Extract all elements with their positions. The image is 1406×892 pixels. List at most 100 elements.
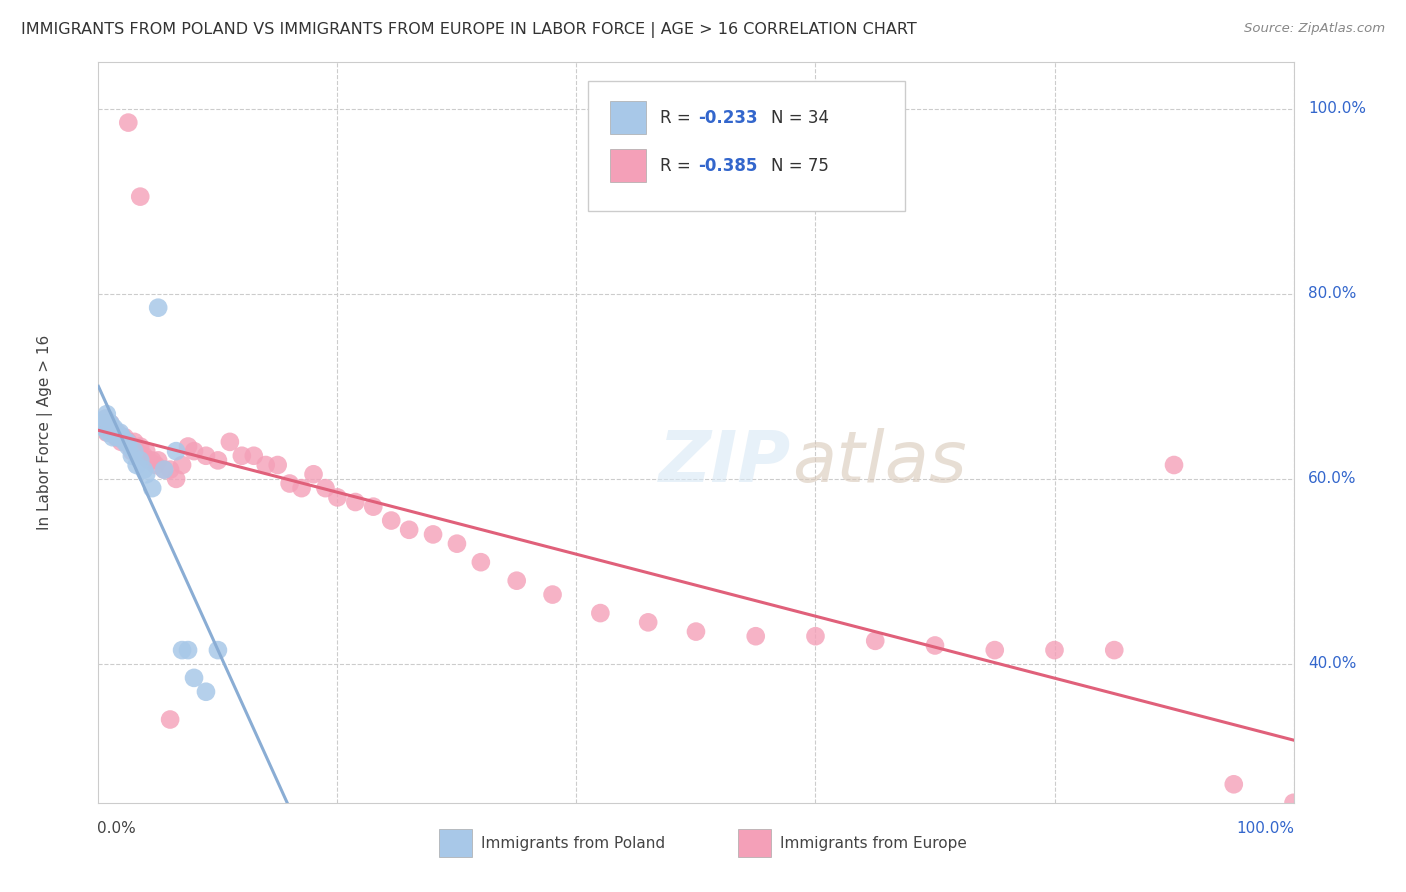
Point: [422, 527, 444, 541]
Text: 40.0%: 40.0%: [1308, 657, 1357, 672]
Text: IMMIGRANTS FROM POLAND VS IMMIGRANTS FROM EUROPE IN LABOR FORCE | AGE > 16 CORRE: IMMIGRANTS FROM POLAND VS IMMIGRANTS FRO…: [21, 22, 917, 38]
Point: [93, 417, 115, 431]
Point: [302, 467, 325, 482]
Text: atlas: atlas: [792, 428, 966, 497]
Point: [111, 430, 134, 444]
Point: [98, 421, 121, 435]
Point: [207, 643, 229, 657]
Point: [1223, 777, 1246, 791]
Point: [98, 417, 122, 431]
Point: [195, 449, 218, 463]
Point: [148, 301, 170, 315]
Bar: [610, 149, 645, 182]
Point: [125, 444, 148, 458]
Point: [145, 458, 167, 472]
Point: [165, 444, 187, 458]
Text: 100.0%: 100.0%: [1237, 822, 1295, 837]
Point: [148, 453, 170, 467]
Text: In Labor Force | Age > 16: In Labor Force | Age > 16: [37, 335, 52, 530]
Point: [141, 481, 163, 495]
Point: [108, 425, 131, 440]
Point: [195, 685, 218, 699]
Point: [117, 440, 139, 454]
Point: [153, 462, 176, 476]
Point: [165, 472, 187, 486]
Point: [98, 417, 121, 431]
Point: [804, 629, 827, 643]
Point: [138, 453, 160, 467]
Point: [94, 411, 117, 425]
Point: [114, 434, 136, 449]
Point: [924, 639, 946, 653]
Point: [207, 453, 229, 467]
Point: [100, 421, 122, 435]
Point: [541, 588, 564, 602]
Point: [121, 449, 143, 463]
Point: [1104, 643, 1126, 657]
Point: [183, 444, 205, 458]
Point: [344, 495, 367, 509]
Point: [104, 425, 127, 440]
Text: N = 75: N = 75: [772, 157, 830, 175]
Point: [132, 449, 155, 463]
Point: [107, 430, 129, 444]
Point: [94, 411, 117, 425]
Point: [100, 421, 122, 435]
Point: [91, 417, 114, 431]
Text: 0.0%: 0.0%: [97, 822, 136, 837]
Bar: [439, 829, 472, 857]
Point: [124, 444, 146, 458]
Point: [129, 189, 152, 203]
Point: [97, 425, 120, 440]
Text: N = 34: N = 34: [772, 109, 830, 127]
Point: [291, 481, 314, 495]
Point: [110, 430, 132, 444]
Point: [104, 425, 127, 440]
Point: [114, 430, 136, 444]
Point: [101, 430, 124, 444]
Point: [132, 462, 155, 476]
Point: [183, 671, 205, 685]
Point: [121, 444, 143, 458]
Point: [125, 458, 148, 472]
Point: [96, 425, 118, 440]
Point: [108, 430, 131, 444]
Point: [96, 407, 118, 421]
Point: [254, 458, 277, 472]
Point: [380, 514, 402, 528]
Point: [326, 491, 349, 505]
Point: [172, 643, 194, 657]
Text: 60.0%: 60.0%: [1308, 471, 1357, 486]
Point: [103, 427, 125, 442]
Point: [219, 434, 242, 449]
Text: 100.0%: 100.0%: [1308, 101, 1365, 116]
Point: [506, 574, 529, 588]
Point: [446, 536, 468, 550]
Text: R =: R =: [661, 157, 696, 175]
Point: [172, 458, 194, 472]
Point: [267, 458, 290, 472]
Point: [315, 481, 337, 495]
Text: 80.0%: 80.0%: [1308, 286, 1357, 301]
Point: [159, 713, 181, 727]
Bar: [738, 829, 772, 857]
Point: [1282, 796, 1305, 810]
Point: [637, 615, 659, 630]
Point: [135, 467, 157, 482]
Point: [153, 462, 176, 476]
FancyBboxPatch shape: [589, 81, 905, 211]
Point: [745, 629, 768, 643]
Point: [129, 453, 152, 467]
Point: [141, 453, 163, 467]
Point: [115, 434, 138, 449]
Point: [111, 430, 134, 444]
Point: [107, 430, 129, 444]
Text: Immigrants from Poland: Immigrants from Poland: [481, 836, 665, 851]
Point: [120, 440, 142, 454]
Point: [117, 434, 139, 449]
Point: [124, 434, 146, 449]
Point: [231, 449, 253, 463]
Point: [1043, 643, 1066, 657]
Point: [91, 417, 114, 431]
Point: [135, 444, 157, 458]
